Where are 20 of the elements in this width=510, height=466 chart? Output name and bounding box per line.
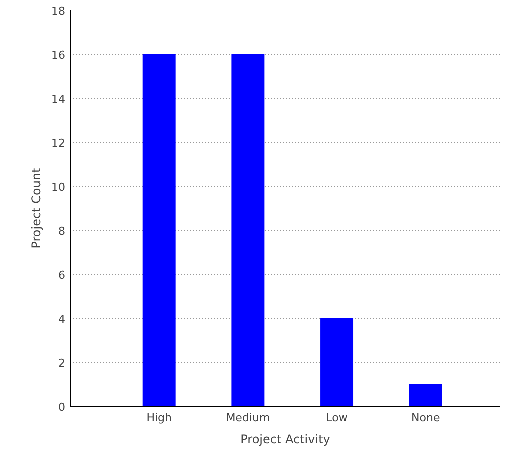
y-tick-label: 0 (58, 401, 66, 414)
x-tick-label: None (412, 412, 440, 424)
y-tick-label: 2 (58, 357, 66, 370)
y-tick-label: 14 (52, 93, 66, 106)
y-tick-label: 4 (58, 313, 66, 326)
bar (409, 384, 442, 406)
y-tick-label: 18 (52, 5, 66, 18)
x-axis-title: Project Activity (240, 432, 330, 446)
x-tick-label: Medium (226, 412, 270, 424)
bar (142, 54, 176, 406)
y-axis-title: Project Count (30, 168, 44, 249)
y-tick-label: 6 (58, 269, 66, 282)
y-tick-label: 12 (52, 137, 66, 150)
bar (320, 318, 354, 406)
y-tick-label: 10 (52, 181, 66, 194)
bar (232, 54, 265, 406)
y-tick-label: 16 (52, 49, 66, 62)
x-tick-label: High (146, 412, 172, 424)
y-tick-label: 8 (58, 225, 66, 238)
x-tick-label: Low (326, 412, 348, 424)
